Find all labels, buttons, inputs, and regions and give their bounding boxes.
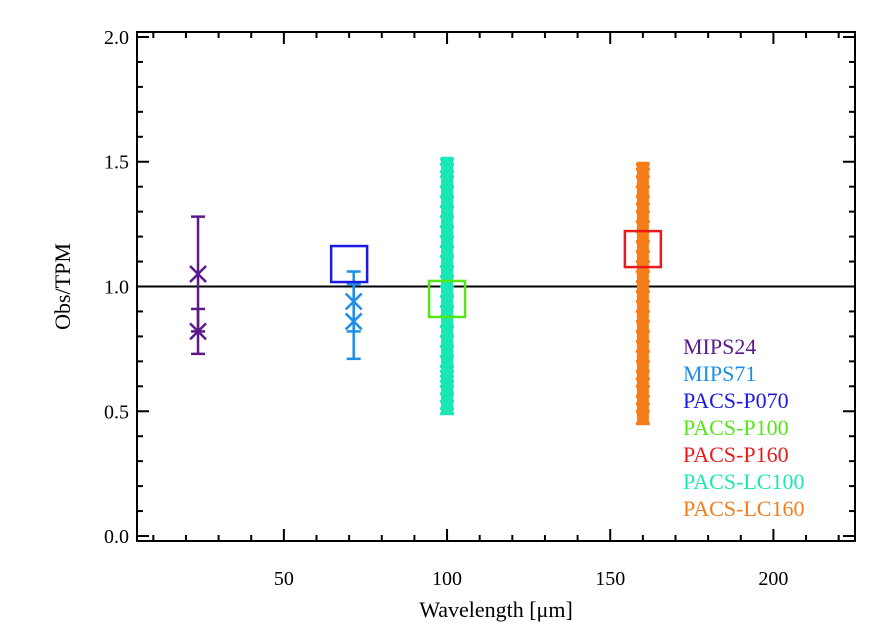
- legend-entry-mips24: MIPS24: [683, 334, 756, 359]
- x-marker: [344, 312, 363, 331]
- x-tick-label: 50: [274, 568, 294, 590]
- x-axis-title: Wavelength [μm]: [419, 597, 573, 622]
- y-tick-label: 0.5: [104, 401, 129, 423]
- series-mips71: [344, 270, 363, 361]
- series-pacs-p160: [623, 229, 663, 269]
- y-axis-title: Obs/TPM: [50, 243, 75, 330]
- series-pacs-p100: [427, 279, 467, 319]
- x-tick-label: 200: [758, 568, 788, 590]
- series-pacs-lc160: [635, 161, 650, 426]
- legend-entry-pacs-p070: PACS-P070: [683, 388, 789, 413]
- y-tick-label: 1.0: [104, 277, 129, 299]
- plot-frame: [136, 31, 856, 542]
- square-marker: [427, 279, 467, 319]
- legend-entry-mips71: MIPS71: [683, 361, 756, 386]
- series-mips24: [189, 215, 207, 356]
- y-tick-label: 1.5: [104, 152, 129, 174]
- square-marker: [329, 244, 369, 284]
- x-marker: [189, 265, 207, 283]
- series-pacs-p070: [329, 244, 369, 284]
- legend-entry-pacs-p160: PACS-P160: [683, 442, 789, 467]
- x-tick-label: 150: [595, 568, 625, 590]
- legend-entry-pacs-p100: PACS-P100: [683, 415, 789, 440]
- legend-entry-pacs-lc160: PACS-LC160: [683, 496, 804, 521]
- square-marker: [623, 229, 663, 269]
- y-tick-label: 0.0: [104, 526, 129, 548]
- x-marker: [189, 322, 207, 341]
- legend-entry-pacs-lc100: PACS-LC100: [683, 469, 804, 494]
- x-tick-label: 100: [432, 568, 462, 590]
- y-tick-label: 2.0: [104, 27, 129, 49]
- series-pacs-lc100: [440, 156, 455, 416]
